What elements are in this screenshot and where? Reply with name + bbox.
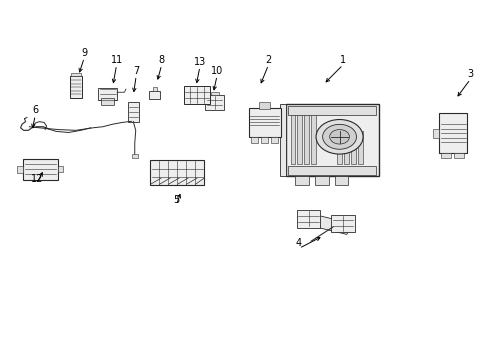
- Bar: [71, 73, 81, 76]
- Bar: [441, 153, 451, 158]
- Bar: [286, 104, 379, 176]
- Bar: [335, 176, 348, 185]
- Bar: [297, 115, 302, 164]
- Bar: [58, 166, 63, 172]
- Circle shape: [322, 124, 357, 149]
- Bar: [211, 92, 219, 95]
- Text: 2: 2: [266, 55, 271, 65]
- Bar: [311, 115, 316, 164]
- Bar: [439, 113, 467, 153]
- Bar: [249, 108, 280, 137]
- Bar: [259, 102, 270, 109]
- Text: 3: 3: [467, 69, 473, 79]
- Bar: [288, 166, 376, 175]
- Bar: [17, 166, 23, 173]
- Bar: [150, 160, 204, 185]
- Bar: [271, 137, 278, 143]
- Bar: [358, 131, 363, 164]
- Bar: [433, 129, 439, 138]
- Bar: [315, 176, 329, 185]
- Bar: [132, 154, 138, 158]
- Bar: [351, 131, 356, 164]
- Text: 4: 4: [296, 238, 302, 248]
- Text: 10: 10: [211, 66, 223, 76]
- Bar: [454, 153, 464, 158]
- Text: 1: 1: [340, 55, 346, 65]
- Text: 6: 6: [32, 105, 38, 115]
- Text: 13: 13: [194, 57, 206, 67]
- Text: 12: 12: [30, 174, 43, 184]
- Bar: [337, 131, 342, 164]
- Bar: [183, 86, 211, 104]
- Bar: [128, 102, 139, 122]
- Bar: [70, 76, 82, 98]
- Bar: [297, 210, 320, 228]
- Bar: [331, 215, 355, 232]
- Bar: [304, 115, 309, 164]
- Bar: [288, 106, 376, 115]
- Bar: [291, 115, 295, 164]
- Bar: [295, 176, 309, 185]
- Bar: [280, 104, 286, 176]
- Text: 5: 5: [173, 195, 179, 205]
- Bar: [98, 88, 117, 100]
- Bar: [153, 87, 157, 91]
- Bar: [23, 159, 58, 180]
- Bar: [344, 131, 349, 164]
- Text: 8: 8: [159, 55, 165, 65]
- Text: 11: 11: [110, 55, 122, 65]
- Bar: [261, 137, 268, 143]
- FancyBboxPatch shape: [305, 213, 352, 234]
- Bar: [149, 91, 160, 99]
- Bar: [205, 95, 224, 110]
- Text: 7: 7: [133, 66, 139, 76]
- Text: 9: 9: [81, 48, 87, 58]
- Circle shape: [330, 130, 349, 144]
- Circle shape: [316, 120, 363, 154]
- Bar: [251, 137, 258, 143]
- Bar: [101, 98, 114, 105]
